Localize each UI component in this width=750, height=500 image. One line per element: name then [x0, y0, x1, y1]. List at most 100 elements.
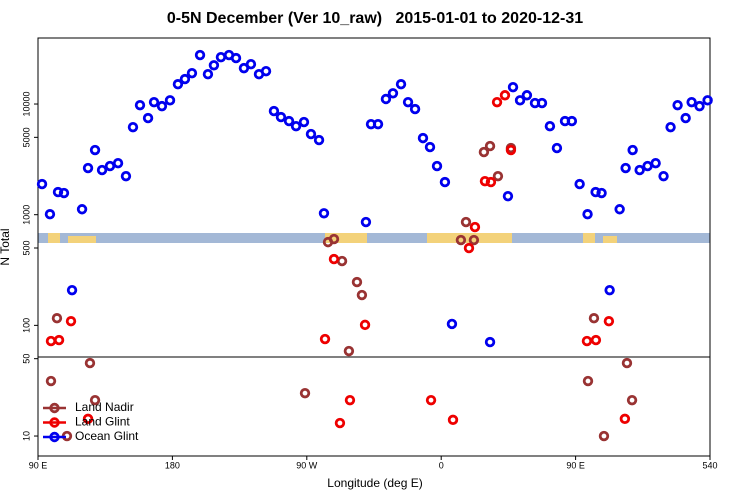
- point: [260, 65, 272, 77]
- plot-frame: [37, 37, 711, 457]
- x-tick-label: 90 W: [296, 460, 318, 470]
- point: [425, 394, 437, 406]
- point: [344, 394, 356, 406]
- point: [582, 209, 593, 220]
- point: [502, 190, 514, 202]
- point: [658, 170, 669, 182]
- point: [484, 336, 496, 348]
- x-tick-label: 180: [165, 460, 180, 470]
- point: [536, 97, 548, 109]
- point: [603, 316, 615, 327]
- point: [343, 345, 355, 357]
- point: [356, 289, 368, 301]
- point: [686, 96, 697, 108]
- point: [328, 253, 340, 265]
- point: [604, 284, 615, 296]
- point: [156, 100, 168, 112]
- point: [544, 120, 556, 132]
- y-tick-label: 50: [21, 354, 31, 364]
- point: [455, 234, 467, 246]
- point: [66, 284, 78, 296]
- point: [514, 95, 526, 106]
- point: [590, 186, 601, 198]
- point: [387, 88, 399, 99]
- point: [402, 96, 414, 108]
- point: [142, 112, 154, 124]
- land-patch: [583, 233, 595, 243]
- land-mask-band: [38, 233, 710, 243]
- point: [179, 73, 191, 85]
- point: [328, 233, 340, 245]
- point: [521, 90, 533, 101]
- point: [58, 187, 70, 199]
- point: [479, 175, 491, 187]
- point: [319, 333, 331, 345]
- legend-marker: [49, 431, 60, 443]
- point: [318, 208, 330, 219]
- y-axis-label: N Total: [0, 228, 12, 265]
- y-tick-label: 500: [21, 240, 31, 255]
- point: [84, 357, 96, 369]
- point: [164, 95, 176, 106]
- point: [172, 79, 184, 90]
- legend-marker: [49, 417, 60, 428]
- point: [463, 242, 475, 254]
- y-tick-label: 100: [21, 318, 31, 333]
- legend-marker: [49, 402, 60, 414]
- point: [65, 316, 77, 327]
- point: [380, 93, 392, 105]
- band: [38, 233, 710, 243]
- point: [298, 116, 310, 128]
- point: [120, 170, 132, 182]
- point: [127, 121, 139, 133]
- chart-title: 0-5N December (Ver 10_raw) 2015-01-01 to…: [167, 10, 583, 27]
- y-tick-label: 1000: [21, 205, 31, 225]
- y-tick-label: 5000: [21, 127, 31, 147]
- point: [351, 276, 363, 288]
- point: [574, 178, 585, 190]
- point: [305, 128, 317, 140]
- land-patch: [603, 236, 617, 243]
- legend-label: Ocean Glint: [75, 429, 139, 443]
- point: [334, 417, 346, 429]
- point: [485, 176, 497, 188]
- point: [230, 52, 242, 64]
- point: [694, 100, 705, 112]
- point: [359, 319, 371, 331]
- point: [626, 394, 638, 406]
- point: [588, 313, 600, 324]
- point: [89, 144, 101, 156]
- x-tick-label: 0: [439, 460, 444, 470]
- point: [372, 118, 384, 130]
- point: [491, 96, 503, 108]
- point: [621, 357, 633, 369]
- point: [51, 313, 63, 324]
- point: [680, 112, 691, 124]
- point: [275, 111, 287, 123]
- point: [82, 162, 94, 174]
- point: [96, 164, 108, 176]
- land-patch: [48, 233, 60, 243]
- point: [89, 394, 101, 406]
- point: [202, 68, 214, 80]
- point: [148, 96, 160, 108]
- land-patch: [68, 236, 96, 243]
- point: [505, 144, 517, 156]
- point: [44, 209, 56, 220]
- point: [665, 121, 676, 133]
- point: [134, 99, 146, 111]
- point: [417, 132, 429, 144]
- point: [499, 90, 511, 101]
- point: [45, 375, 57, 387]
- point: [395, 79, 407, 90]
- point: [551, 142, 563, 154]
- point: [53, 334, 65, 346]
- point: [299, 387, 311, 399]
- y-tick-label: 10: [21, 431, 31, 441]
- point: [582, 375, 594, 387]
- point: [283, 115, 295, 127]
- point: [245, 59, 257, 70]
- point: [439, 176, 451, 188]
